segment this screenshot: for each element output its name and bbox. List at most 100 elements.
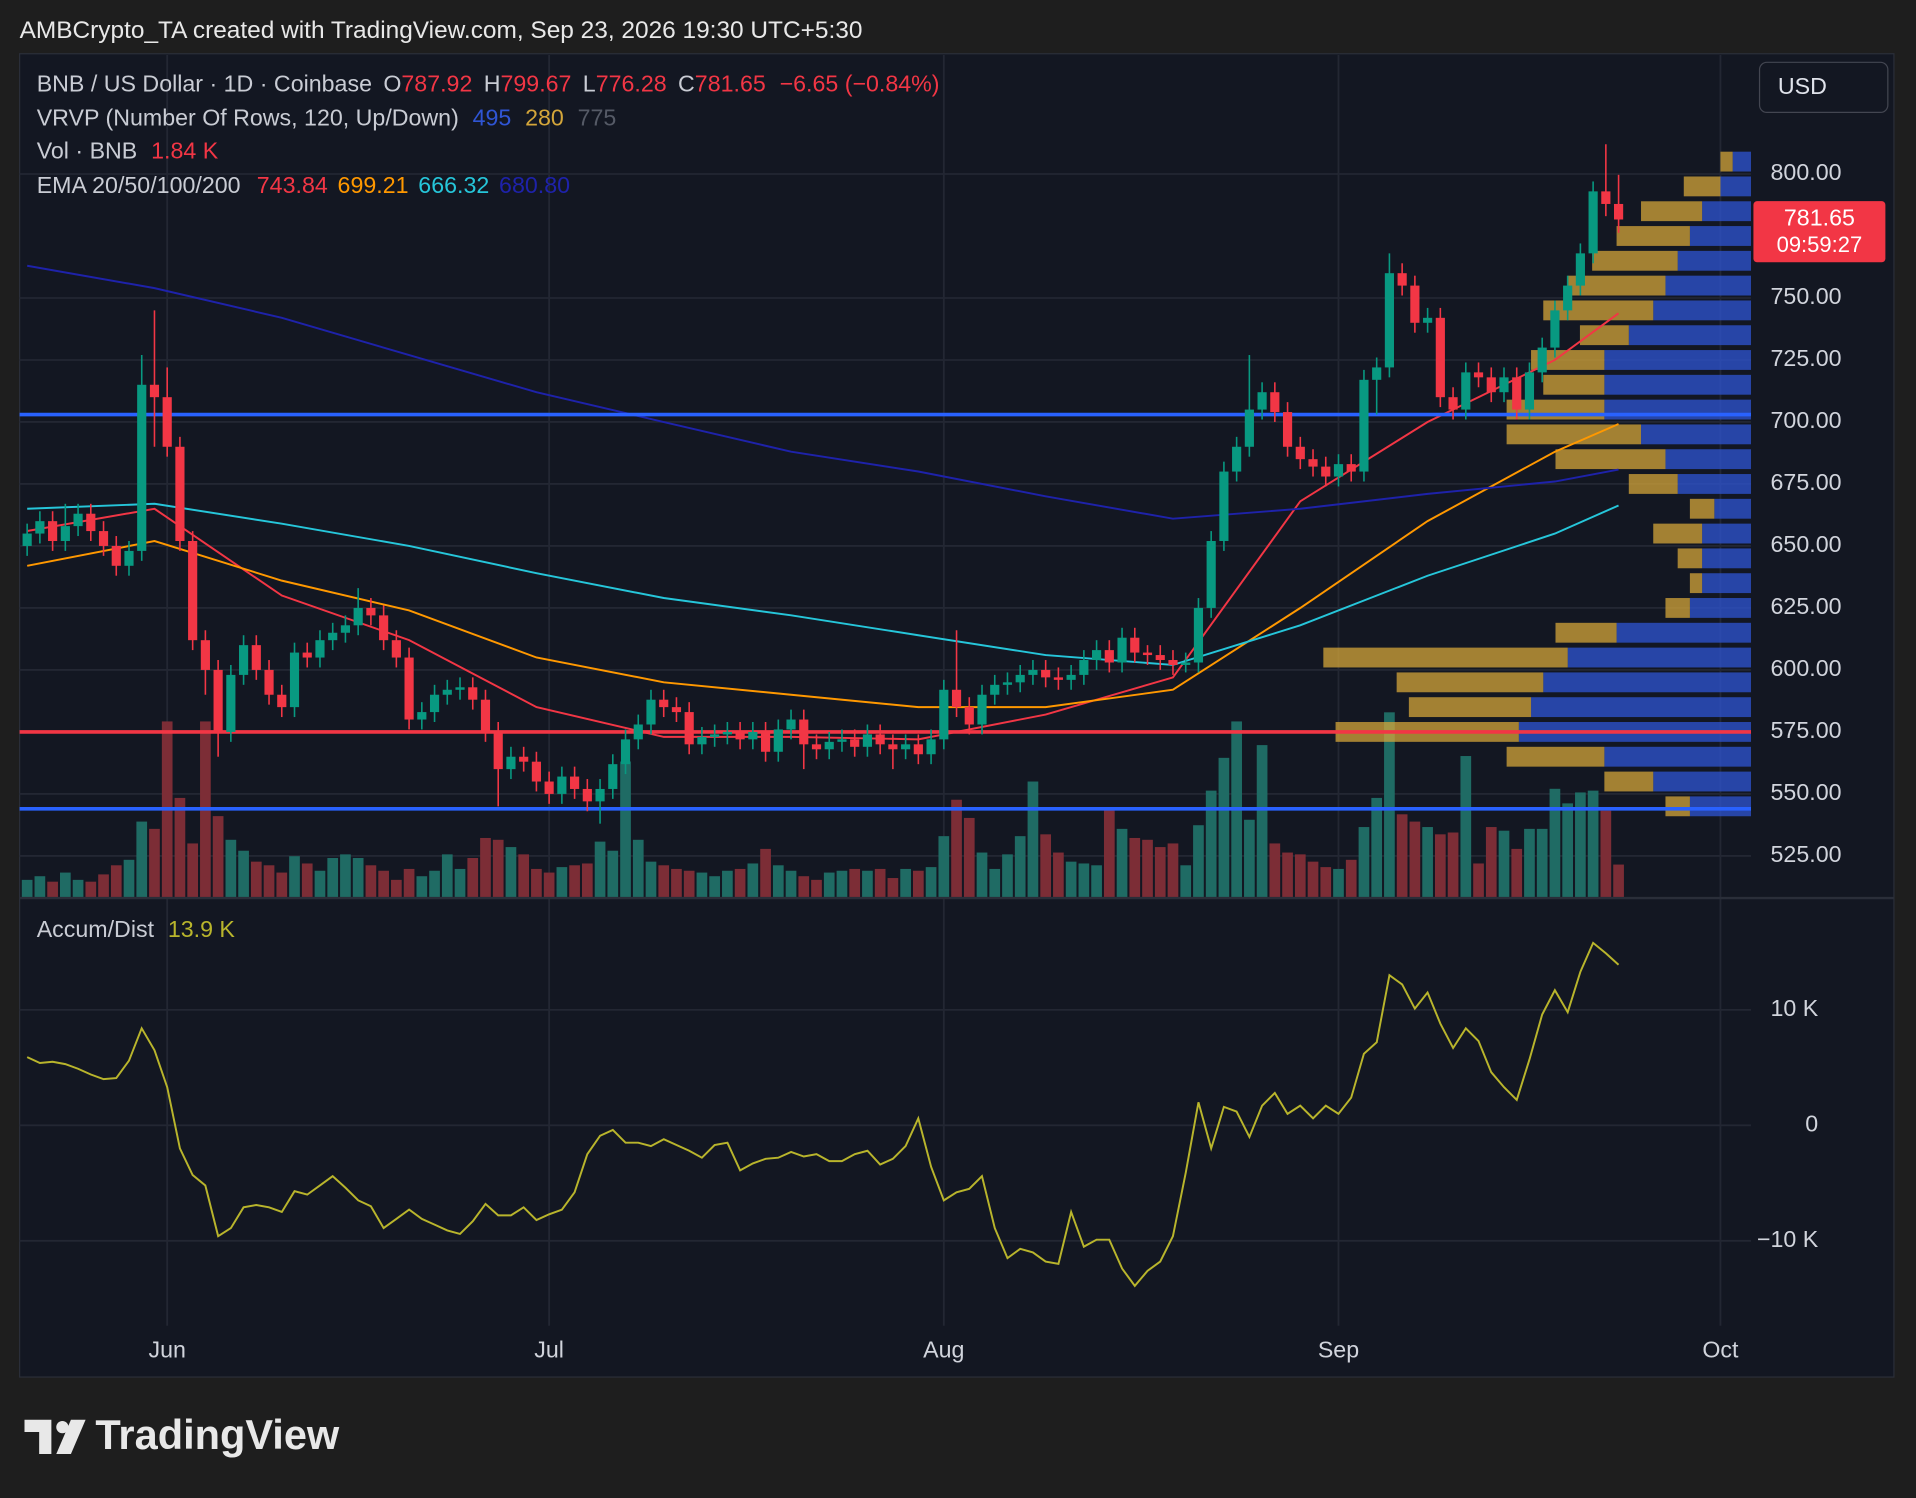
- candle-body: [582, 788, 592, 802]
- vrvp-down: [1628, 474, 1678, 494]
- vrvp-down: [1506, 424, 1642, 445]
- volume-bar: [352, 858, 364, 899]
- volume-bar: [1180, 865, 1192, 899]
- candle-body: [977, 694, 987, 725]
- y-tick-label: 525.00: [1771, 841, 1842, 867]
- vrvp-up: [1677, 250, 1751, 271]
- volume-bar: [59, 872, 71, 899]
- volume-bar: [1409, 821, 1421, 899]
- candle-body: [875, 734, 885, 745]
- volume-bar: [887, 878, 899, 899]
- volume-bar: [1396, 814, 1408, 899]
- vrvp-down: [1641, 201, 1703, 222]
- candle-body: [799, 719, 809, 745]
- candle-body: [1219, 471, 1229, 541]
- vrvp-up: [1702, 523, 1751, 544]
- legend-main: BNB / US Dollar · 1D · Coinbase O787.92 …: [37, 71, 940, 97]
- volume-bar: [1269, 843, 1281, 899]
- vrvp-up: [1531, 697, 1751, 718]
- candle-body: [264, 669, 274, 695]
- candle-body: [1308, 459, 1318, 467]
- candle-body: [353, 607, 363, 626]
- legend-volume: Vol · BNB 1.84 K: [37, 138, 219, 164]
- candle-body: [238, 645, 249, 675]
- candle-body: [1104, 650, 1114, 663]
- price-tag: [1753, 201, 1886, 263]
- ad-name: Accum/Dist: [37, 916, 155, 942]
- volume-bar: [556, 867, 568, 899]
- candle-body: [1168, 660, 1178, 665]
- candle-body: [1028, 669, 1038, 675]
- candle-body: [98, 531, 109, 546]
- candle-body: [735, 731, 745, 740]
- candle-body: [1346, 464, 1356, 472]
- volume-bar: [1320, 867, 1332, 899]
- volume-bar: [798, 876, 810, 899]
- candle-body: [429, 694, 440, 713]
- volume-bar: [250, 861, 262, 899]
- volume-bar: [441, 854, 453, 899]
- candle-body: [442, 689, 452, 695]
- volume-bar: [1422, 827, 1433, 899]
- candle-body: [60, 526, 70, 541]
- currency-button[interactable]: [1758, 61, 1889, 114]
- volume-bar: [1511, 848, 1523, 899]
- candle-body: [289, 652, 300, 708]
- ema-value: 680.80: [499, 172, 570, 198]
- candle-body: [149, 384, 160, 398]
- volume-bar: [1498, 830, 1510, 899]
- candle-body: [1244, 409, 1254, 447]
- vrvp-up: [1604, 746, 1751, 767]
- candle-body: [837, 739, 847, 742]
- volume-bar: [1384, 712, 1395, 899]
- vrvp-up: [1702, 548, 1751, 569]
- volume-bar: [136, 821, 148, 899]
- volume-last: 1.84 K: [151, 138, 219, 164]
- candle-body: [1512, 377, 1522, 410]
- legend-ema: EMA 20/50/100/200 743.84 699.21 666.32 680.…: [37, 172, 570, 198]
- ema-value: 666.32: [418, 172, 489, 198]
- currency-label[interactable]: USD: [1778, 73, 1827, 99]
- candle-body: [124, 550, 134, 566]
- volume-bar: [429, 870, 440, 899]
- volume-bar: [1549, 788, 1561, 899]
- volume-bar: [1371, 797, 1383, 899]
- candle-body: [570, 776, 580, 789]
- vrvp-down: [1592, 250, 1678, 271]
- volume-bar: [1167, 843, 1179, 899]
- x-tick-label: Jun: [148, 1337, 185, 1363]
- volume-bar: [149, 828, 160, 899]
- volume-bar: [480, 837, 491, 899]
- ohlc-letter: H: [484, 71, 501, 97]
- candle-body: [544, 781, 554, 794]
- vrvp-down: [1396, 672, 1544, 693]
- candle-body: [608, 764, 618, 789]
- vrvp-down: [1653, 523, 1703, 544]
- price-tag-label: 781.65: [1784, 205, 1855, 231]
- candle-body: [926, 739, 936, 755]
- volume-bar: [505, 847, 517, 899]
- candle-body: [111, 545, 121, 566]
- volume-bar: [620, 761, 631, 899]
- brand-name: TradingView: [95, 1411, 340, 1458]
- y-tick-label: 625.00: [1771, 593, 1842, 619]
- volume-bar: [683, 870, 695, 899]
- candle-body: [1486, 377, 1496, 393]
- candle-body: [493, 731, 503, 770]
- volume-bar: [760, 848, 771, 899]
- y-tick-label: 600.00: [1771, 655, 1842, 681]
- y-tick-label: 700.00: [1771, 407, 1842, 433]
- volume-bar: [862, 870, 873, 899]
- candle-body: [1372, 367, 1382, 380]
- volume-bar: [340, 854, 351, 899]
- vrvp-down: [1323, 647, 1568, 668]
- candle-body: [1448, 397, 1458, 410]
- volume-bar: [1193, 825, 1204, 899]
- ad-tick-label: −10 K: [1757, 1226, 1819, 1252]
- volume-bar: [1358, 827, 1370, 899]
- volume-bar: [925, 867, 937, 899]
- volume-bar: [72, 879, 84, 899]
- candle-body: [620, 739, 631, 765]
- candle-body: [1181, 662, 1191, 665]
